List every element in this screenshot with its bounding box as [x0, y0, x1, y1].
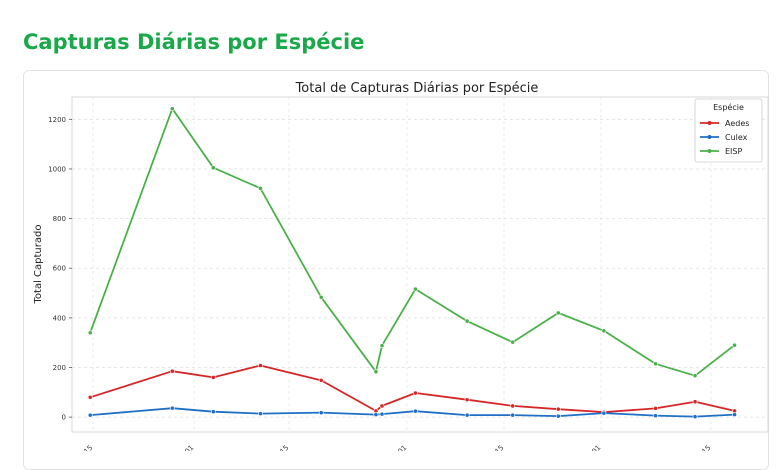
data-point-culex — [653, 413, 658, 419]
chart-title: Total de Capturas Diárias por Espécie — [295, 81, 539, 96]
data-point-culex — [210, 409, 216, 415]
data-point-eisp — [379, 343, 385, 349]
data-point-culex — [555, 413, 561, 419]
y-tick-label: 1200 — [48, 116, 66, 124]
data-point-aedes — [692, 399, 698, 405]
plot-area: 0 200 400 600 800 1000 1200 15 01 15 01 15 01 15 Espéc… — [48, 96, 769, 451]
data-point-aedes — [318, 377, 324, 383]
data-point-eisp — [87, 330, 93, 336]
daily-captures-chart: Total de Capturas Diárias por Espécie To… — [33, 81, 769, 451]
data-point-aedes — [210, 375, 216, 380]
data-point-eisp — [464, 318, 470, 324]
legend-label-eisp: EISP — [725, 147, 742, 156]
data-point-culex — [413, 408, 418, 414]
x-tick-label: 15 — [278, 444, 290, 451]
data-point-culex — [464, 412, 470, 418]
data-point-culex — [169, 405, 175, 411]
data-point-eisp — [169, 106, 175, 112]
x-tick-label: 15 — [493, 444, 505, 451]
y-tick-label: 400 — [53, 314, 66, 322]
data-point-eisp — [653, 361, 658, 367]
data-point-aedes — [258, 363, 263, 368]
data-point-eisp — [258, 185, 263, 191]
y-tick-label: 600 — [53, 265, 66, 273]
legend-marker-eisp — [707, 149, 712, 153]
y-tick-label: 1000 — [48, 165, 66, 173]
data-point-aedes — [555, 406, 561, 412]
data-point-aedes — [87, 394, 93, 400]
data-point-aedes — [653, 406, 658, 411]
data-point-culex — [601, 410, 607, 416]
x-tick-label: 01 — [183, 444, 195, 451]
series-line-aedes — [89, 364, 735, 414]
legend-box — [694, 98, 763, 163]
data-point-eisp — [318, 294, 324, 300]
data-point-eisp — [601, 328, 607, 334]
data-point-aedes — [379, 403, 385, 409]
data-point-culex — [692, 414, 698, 420]
data-point-eisp — [373, 369, 379, 375]
legend-title: Espécie — [713, 102, 744, 112]
x-tick-label: 01 — [396, 444, 408, 451]
data-point-culex — [510, 412, 516, 418]
data-point-aedes — [510, 403, 516, 409]
data-point-eisp — [210, 165, 216, 171]
data-point-eisp — [555, 310, 561, 316]
x-tick-label: 01 — [590, 444, 602, 451]
data-point-eisp — [413, 286, 418, 292]
data-point-culex — [87, 412, 93, 418]
series-line-eisp — [89, 107, 736, 377]
data-point-aedes — [464, 397, 470, 403]
data-point-aedes — [413, 390, 418, 396]
legend-marker-culex — [707, 135, 712, 139]
data-point-culex — [379, 411, 385, 417]
y-tick-label: 800 — [53, 215, 66, 223]
data-point-eisp — [732, 342, 737, 348]
chart-card: Total de Capturas Diárias por Espécie To… — [23, 70, 769, 470]
x-tick-label: 15 — [700, 444, 712, 451]
legend-marker-aedes — [707, 121, 712, 125]
y-tick-label: 200 — [53, 364, 66, 372]
data-point-eisp — [510, 339, 516, 345]
legend-label-aedes: Aedes — [725, 119, 749, 128]
page-title: Capturas Diárias por Espécie — [23, 30, 365, 54]
legend-label-culex: Culex — [725, 133, 748, 142]
x-tick-label: 15 — [82, 444, 94, 451]
data-point-culex — [258, 411, 263, 417]
y-axis-label: Total Capturado — [33, 225, 44, 305]
data-point-aedes — [169, 368, 175, 374]
data-point-culex — [732, 412, 737, 418]
y-tick-label: 0 — [62, 414, 66, 422]
data-point-culex — [373, 412, 379, 418]
plot-frame — [71, 96, 769, 433]
data-point-culex — [318, 410, 324, 416]
data-point-eisp — [692, 373, 698, 379]
